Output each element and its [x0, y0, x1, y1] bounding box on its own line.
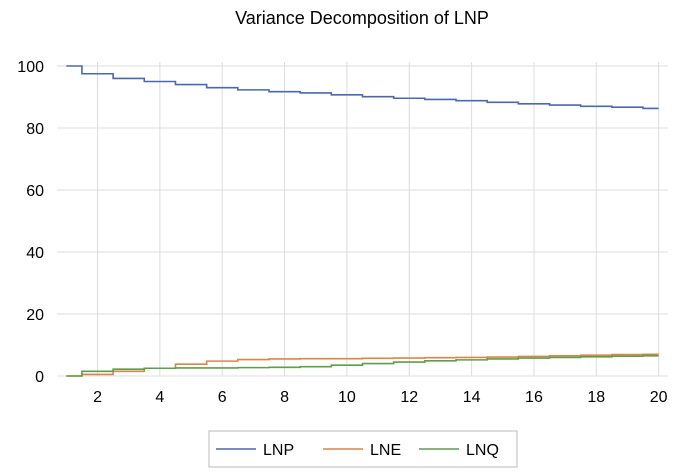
- x-tick-label: 20: [650, 389, 668, 406]
- chart-title: Variance Decomposition of LNP: [235, 8, 489, 28]
- series-line-lnp: [66, 65, 659, 110]
- y-tick-label: 40: [26, 245, 44, 262]
- y-tick-label: 60: [26, 183, 44, 200]
- x-tick-label: 14: [463, 389, 481, 406]
- y-tick-label: 20: [26, 307, 44, 324]
- legend-label-lne: LNE: [370, 442, 401, 459]
- x-tick-label: 4: [155, 389, 164, 406]
- legend: LNP LNE LNQ: [208, 430, 518, 468]
- x-tick-label: 10: [338, 389, 356, 406]
- x-axis-ticks: 2 4 6 8 10 12 14 16 18 20: [93, 389, 668, 406]
- x-tick-label: 8: [280, 389, 289, 406]
- legend-label-lnq: LNQ: [466, 442, 499, 459]
- y-tick-label: 100: [17, 59, 44, 76]
- y-axis-ticks: 0 20 40 60 80 100: [17, 59, 44, 386]
- x-tick-label: 6: [218, 389, 227, 406]
- series-line-lnq: [66, 355, 659, 377]
- y-tick-label: 80: [26, 121, 44, 138]
- grid-lines: [57, 62, 668, 377]
- x-tick-label: 18: [587, 389, 605, 406]
- series-lines: [66, 65, 659, 377]
- x-tick-label: 2: [93, 389, 102, 406]
- legend-label-lnp: LNP: [263, 442, 294, 459]
- y-tick-label: 0: [35, 369, 44, 386]
- x-tick-label: 12: [400, 389, 418, 406]
- x-tick-label: 16: [525, 389, 543, 406]
